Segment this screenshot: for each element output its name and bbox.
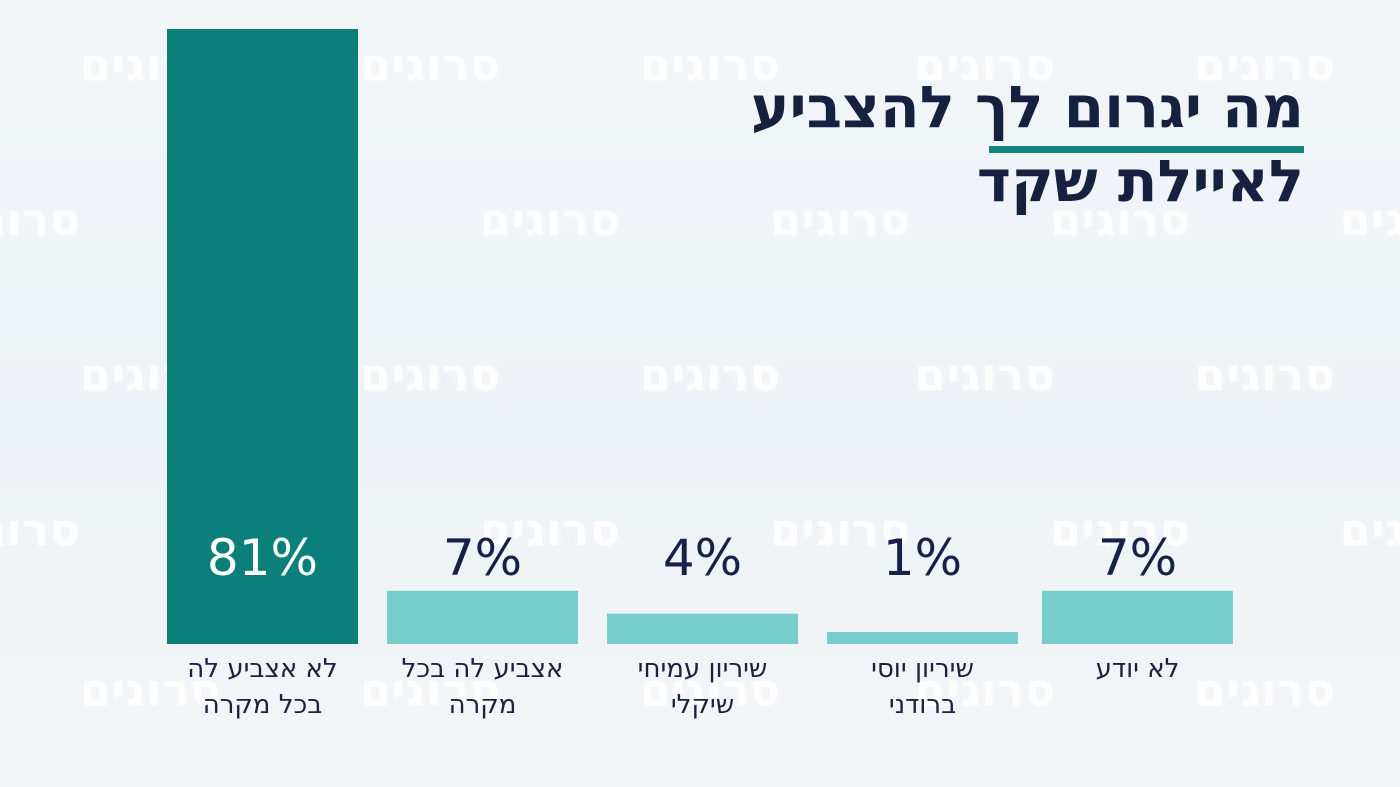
category-label-4-line-2: ברודני	[889, 690, 956, 720]
chart-title: מה יגרום לך להצביע לאיילת שקד	[744, 70, 1304, 218]
value-label-2: 7%	[443, 529, 522, 587]
category-label-3-line-1: שיריון עמיחי	[638, 654, 768, 684]
title-underline	[989, 146, 1304, 153]
category-label-3-line-2: שיקלי	[671, 690, 734, 720]
category-label-2-line-2: מקרה	[449, 690, 517, 720]
category-label-4-line-1: שיריון יוסי	[871, 654, 974, 684]
value-label-5: 7%	[1098, 529, 1177, 587]
category-label-5-line-1: לא יודע	[1096, 654, 1180, 684]
bar-3	[607, 613, 798, 644]
value-label-1: 81%	[207, 529, 318, 587]
bar-2	[387, 590, 578, 644]
title-line-1: מה יגרום לך להצביע	[750, 73, 1304, 141]
bar-4	[827, 632, 1018, 644]
bar-5	[1042, 590, 1233, 644]
category-label-2-line-1: אצביע לה בכל	[402, 654, 564, 684]
value-label-4: 1%	[883, 529, 962, 587]
title-line-2: לאיילת שקד	[976, 147, 1304, 215]
category-label-1-line-1: לא אצביע לה	[187, 654, 337, 684]
value-label-3: 4%	[663, 529, 742, 587]
category-label-1-line-2: בכל מקרה	[203, 690, 323, 720]
bar-1	[167, 29, 358, 644]
